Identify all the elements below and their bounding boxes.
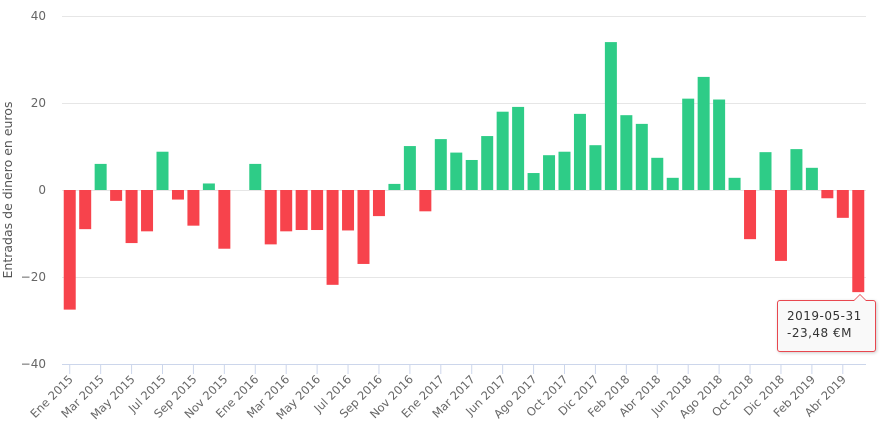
tooltip-date: 2019-05-31 <box>787 309 862 323</box>
bar <box>728 177 741 190</box>
bar <box>94 163 107 190</box>
tooltip-value: -23,48 €M <box>787 326 852 340</box>
bar <box>604 42 617 190</box>
bar <box>419 190 432 212</box>
bar <box>682 98 695 190</box>
bar <box>620 115 633 190</box>
bar <box>496 111 509 190</box>
bar <box>512 106 525 190</box>
y-tick-label: −20 <box>21 270 46 284</box>
bar <box>171 190 184 200</box>
bar <box>836 190 849 218</box>
bar <box>342 190 355 231</box>
bar <box>805 167 818 190</box>
bar <box>403 146 416 190</box>
bar <box>79 190 92 230</box>
bar <box>635 123 648 190</box>
bar <box>713 99 726 190</box>
bar <box>774 190 787 261</box>
bar <box>372 190 385 217</box>
bar <box>311 190 324 231</box>
bar <box>326 190 339 285</box>
bar <box>357 190 370 264</box>
y-tick-label: 0 <box>38 183 46 197</box>
bar <box>790 149 803 190</box>
y-tick-label: 40 <box>31 9 46 23</box>
bars <box>63 42 865 310</box>
bar <box>202 183 215 190</box>
bar <box>465 159 478 190</box>
y-tick-label: −40 <box>21 357 46 371</box>
bar <box>264 190 277 245</box>
bar <box>388 183 401 190</box>
bar <box>744 190 757 240</box>
bar <box>187 190 200 226</box>
bar <box>110 190 123 201</box>
bar <box>295 190 308 231</box>
bar <box>63 190 76 310</box>
y-axis-title: Entradas de dinero en euros <box>0 102 15 279</box>
bar <box>249 163 262 190</box>
bar <box>527 173 540 190</box>
bar <box>481 136 494 190</box>
bar <box>589 145 602 190</box>
bar <box>543 155 556 190</box>
bar <box>218 190 231 249</box>
y-tick-label: 20 <box>31 96 46 110</box>
bar <box>651 157 664 190</box>
bar <box>156 151 169 190</box>
bar <box>141 190 154 232</box>
tooltip: 2019-05-31 -23,48 €M <box>777 294 876 352</box>
bar <box>573 113 586 190</box>
bar <box>821 190 834 199</box>
bar <box>666 177 679 190</box>
bar <box>558 151 571 190</box>
bar <box>434 139 447 190</box>
bar <box>697 76 710 190</box>
bar <box>450 152 463 190</box>
bar <box>125 190 138 244</box>
bar <box>852 190 865 293</box>
bar <box>759 152 772 190</box>
y-axis-ticks: 40 20 0 −20 −40 <box>21 9 46 371</box>
bar <box>280 190 293 232</box>
